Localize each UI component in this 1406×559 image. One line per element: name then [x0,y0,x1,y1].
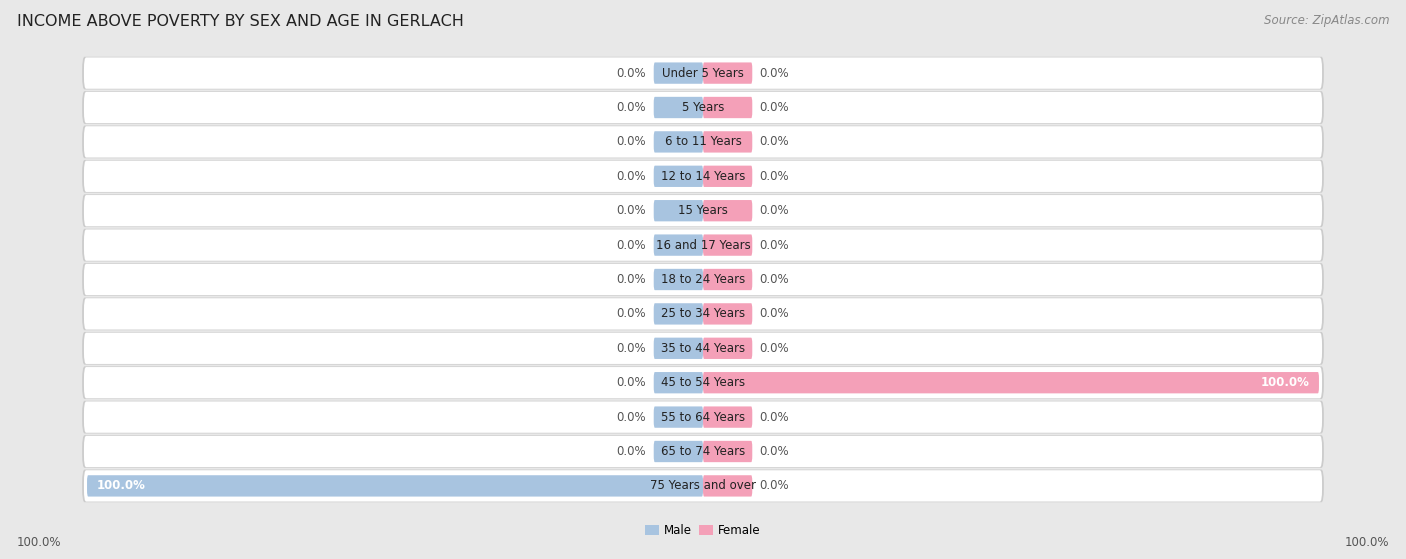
FancyBboxPatch shape [703,441,752,462]
Text: 45 to 54 Years: 45 to 54 Years [661,376,745,389]
Text: 100.0%: 100.0% [1344,536,1389,549]
Text: 0.0%: 0.0% [617,445,647,458]
FancyBboxPatch shape [84,333,1322,364]
Text: 65 to 74 Years: 65 to 74 Years [661,445,745,458]
Text: 0.0%: 0.0% [759,480,789,492]
FancyBboxPatch shape [84,160,1322,192]
Text: 0.0%: 0.0% [617,101,647,114]
FancyBboxPatch shape [82,229,1324,262]
Text: 16 and 17 Years: 16 and 17 Years [655,239,751,252]
FancyBboxPatch shape [703,338,752,359]
Legend: Male, Female: Male, Female [645,524,761,537]
FancyBboxPatch shape [84,367,1322,399]
FancyBboxPatch shape [703,131,752,153]
FancyBboxPatch shape [82,126,1324,158]
FancyBboxPatch shape [84,195,1322,226]
FancyBboxPatch shape [654,234,703,256]
FancyBboxPatch shape [82,435,1324,468]
Text: 0.0%: 0.0% [617,170,647,183]
FancyBboxPatch shape [84,299,1322,330]
Text: 100.0%: 100.0% [17,536,62,549]
FancyBboxPatch shape [703,234,752,256]
FancyBboxPatch shape [703,303,752,325]
Text: 25 to 34 Years: 25 to 34 Years [661,307,745,320]
FancyBboxPatch shape [82,160,1324,193]
FancyBboxPatch shape [654,406,703,428]
FancyBboxPatch shape [82,470,1324,502]
Text: 100.0%: 100.0% [1261,376,1310,389]
FancyBboxPatch shape [84,92,1322,123]
Text: INCOME ABOVE POVERTY BY SEX AND AGE IN GERLACH: INCOME ABOVE POVERTY BY SEX AND AGE IN G… [17,14,464,29]
FancyBboxPatch shape [703,406,752,428]
FancyBboxPatch shape [82,401,1324,433]
FancyBboxPatch shape [84,264,1322,295]
FancyBboxPatch shape [654,441,703,462]
Text: 0.0%: 0.0% [759,273,789,286]
Text: 12 to 14 Years: 12 to 14 Years [661,170,745,183]
Text: 100.0%: 100.0% [96,480,145,492]
FancyBboxPatch shape [82,263,1324,296]
Text: 0.0%: 0.0% [617,135,647,148]
Text: 0.0%: 0.0% [759,170,789,183]
Text: 0.0%: 0.0% [759,67,789,79]
FancyBboxPatch shape [84,470,1322,501]
FancyBboxPatch shape [703,372,1319,394]
FancyBboxPatch shape [654,200,703,221]
FancyBboxPatch shape [703,97,752,118]
Text: 0.0%: 0.0% [617,67,647,79]
FancyBboxPatch shape [82,195,1324,227]
Text: Source: ZipAtlas.com: Source: ZipAtlas.com [1264,14,1389,27]
FancyBboxPatch shape [84,401,1322,433]
Text: 0.0%: 0.0% [759,307,789,320]
Text: 0.0%: 0.0% [617,376,647,389]
Text: 0.0%: 0.0% [759,445,789,458]
Text: 75 Years and over: 75 Years and over [650,480,756,492]
FancyBboxPatch shape [82,57,1324,89]
FancyBboxPatch shape [703,269,752,290]
FancyBboxPatch shape [654,165,703,187]
Text: 0.0%: 0.0% [759,239,789,252]
Text: 6 to 11 Years: 6 to 11 Years [665,135,741,148]
Text: 0.0%: 0.0% [617,411,647,424]
FancyBboxPatch shape [654,63,703,84]
FancyBboxPatch shape [82,332,1324,364]
Text: 0.0%: 0.0% [617,204,647,217]
Text: 15 Years: 15 Years [678,204,728,217]
FancyBboxPatch shape [703,63,752,84]
FancyBboxPatch shape [654,269,703,290]
Text: 0.0%: 0.0% [617,239,647,252]
FancyBboxPatch shape [84,436,1322,467]
FancyBboxPatch shape [654,303,703,325]
Text: 0.0%: 0.0% [759,101,789,114]
FancyBboxPatch shape [84,58,1322,89]
Text: 55 to 64 Years: 55 to 64 Years [661,411,745,424]
Text: 0.0%: 0.0% [759,204,789,217]
Text: 0.0%: 0.0% [617,307,647,320]
Text: 0.0%: 0.0% [759,342,789,355]
FancyBboxPatch shape [82,297,1324,330]
Text: 0.0%: 0.0% [759,411,789,424]
FancyBboxPatch shape [82,91,1324,124]
FancyBboxPatch shape [84,126,1322,158]
Text: 5 Years: 5 Years [682,101,724,114]
Text: 0.0%: 0.0% [759,135,789,148]
FancyBboxPatch shape [654,338,703,359]
FancyBboxPatch shape [703,165,752,187]
FancyBboxPatch shape [654,131,703,153]
Text: 35 to 44 Years: 35 to 44 Years [661,342,745,355]
FancyBboxPatch shape [82,366,1324,399]
FancyBboxPatch shape [654,372,703,394]
FancyBboxPatch shape [703,200,752,221]
Text: 18 to 24 Years: 18 to 24 Years [661,273,745,286]
Text: Under 5 Years: Under 5 Years [662,67,744,79]
FancyBboxPatch shape [703,475,752,496]
Text: 0.0%: 0.0% [617,273,647,286]
FancyBboxPatch shape [87,475,703,496]
FancyBboxPatch shape [654,97,703,118]
FancyBboxPatch shape [84,229,1322,260]
Text: 0.0%: 0.0% [617,342,647,355]
